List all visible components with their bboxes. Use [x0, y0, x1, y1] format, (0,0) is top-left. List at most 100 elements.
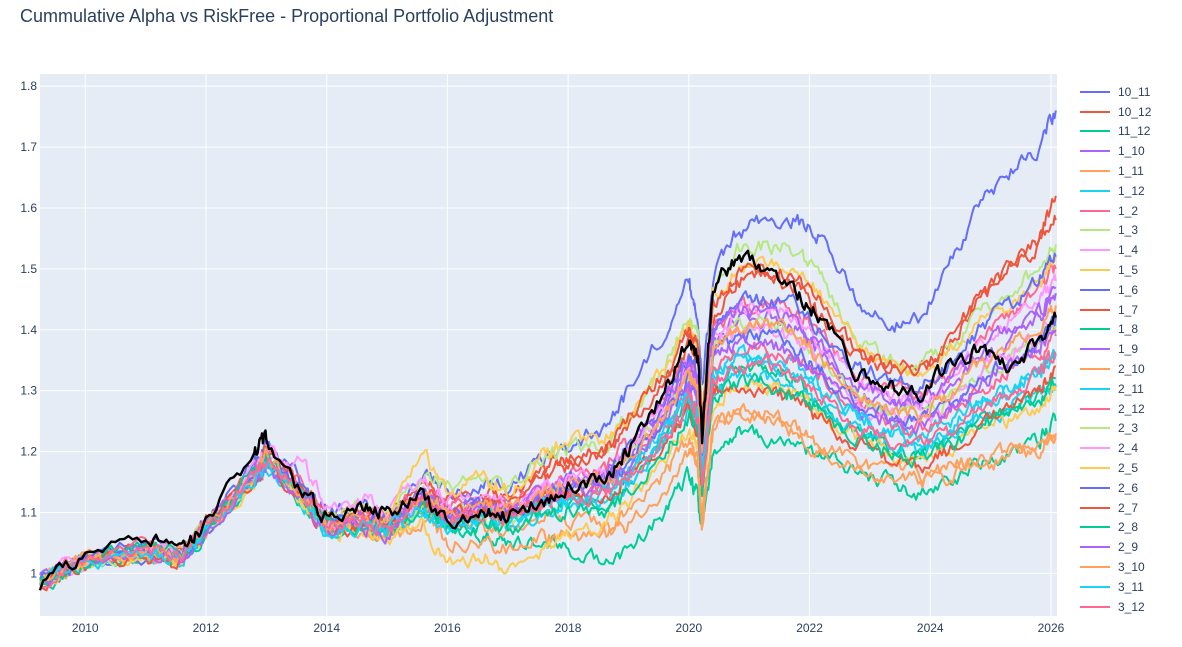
- legend-label: 1_11: [1118, 164, 1144, 179]
- legend-label: 2_5: [1118, 461, 1139, 476]
- legend-item-2_12[interactable]: 2_12: [1080, 399, 1180, 419]
- legend-item-1_6[interactable]: 1_6: [1080, 280, 1180, 300]
- legend-label: 1_3: [1118, 223, 1139, 238]
- legend-label: 2_6: [1118, 480, 1139, 495]
- legend-item-1_5[interactable]: 1_5: [1080, 260, 1180, 280]
- legend-label: 2_8: [1118, 520, 1139, 535]
- legend-swatch: [1080, 288, 1110, 291]
- x-tick-label: 2020: [675, 621, 702, 635]
- y-axis-ticks: 1 1.1 1.2 1.3 1.4 1.5 1.6 1.7 1.8: [20, 79, 37, 580]
- x-tick-label: 2018: [555, 621, 582, 635]
- y-tick-label: 1.7: [20, 140, 37, 154]
- legend-swatch: [1080, 249, 1110, 252]
- y-tick-label: 1: [30, 566, 37, 580]
- legend-swatch: [1080, 526, 1110, 529]
- legend-item-3_12[interactable]: 3_12: [1080, 597, 1180, 617]
- legend-label: 1_4: [1118, 243, 1139, 258]
- legend-item-2_7[interactable]: 2_7: [1080, 498, 1180, 518]
- y-tick-label: 1.1: [20, 505, 37, 519]
- y-tick-label: 1.2: [20, 445, 37, 459]
- legend-item-2_3[interactable]: 2_3: [1080, 419, 1180, 439]
- y-tick-label: 1.4: [20, 323, 37, 337]
- legend-swatch: [1080, 368, 1110, 371]
- legend-label: 2_11: [1118, 381, 1144, 396]
- legend-label: 1_7: [1118, 302, 1139, 317]
- legend-swatch: [1080, 407, 1110, 410]
- x-tick-label: 2014: [313, 621, 340, 635]
- legend-item-1_12[interactable]: 1_12: [1080, 181, 1180, 201]
- legend-swatch: [1080, 585, 1110, 588]
- x-tick-label: 2022: [796, 621, 823, 635]
- legend-label: 2_12: [1118, 401, 1145, 416]
- legend-label: 10_11: [1118, 84, 1151, 99]
- legend-label: 1_8: [1118, 322, 1139, 337]
- x-tick-label: 2024: [917, 621, 944, 635]
- legend-item-3_10[interactable]: 3_10: [1080, 557, 1180, 577]
- y-tick-label: 1.6: [20, 201, 37, 215]
- x-tick-label: 2016: [434, 621, 461, 635]
- legend-item-3_11[interactable]: 3_11: [1080, 577, 1180, 597]
- legend-swatch: [1080, 110, 1110, 113]
- x-axis-ticks: 2010 2012 2014 2016 2018 2020 2022 2024 2026: [72, 621, 1065, 635]
- legend-item-2_5[interactable]: 2_5: [1080, 458, 1180, 478]
- legend-item-1_3[interactable]: 1_3: [1080, 221, 1180, 241]
- series-line-1_7: [39, 214, 1057, 585]
- legend-label: 1_6: [1118, 282, 1139, 297]
- legend-label: 2_9: [1118, 540, 1139, 555]
- chart-title: Cummulative Alpha vs RiskFree - Proporti…: [20, 6, 554, 26]
- legend-label: 1_2: [1118, 203, 1139, 218]
- legend-item-2_4[interactable]: 2_4: [1080, 438, 1180, 458]
- legend-item-1_4[interactable]: 1_4: [1080, 240, 1180, 260]
- legend-swatch: [1080, 427, 1110, 430]
- legend-label: 1_9: [1118, 342, 1139, 357]
- y-tick-label: 1.8: [20, 79, 37, 93]
- legend-item-11_12[interactable]: 11_12: [1080, 122, 1180, 142]
- legend-swatch: [1080, 387, 1110, 390]
- legend-item-2_6[interactable]: 2_6: [1080, 478, 1180, 498]
- legend-item-1_2[interactable]: 1_2: [1080, 201, 1180, 221]
- legend-swatch: [1080, 328, 1110, 331]
- legend-item-2_10[interactable]: 2_10: [1080, 359, 1180, 379]
- legend-swatch: [1080, 189, 1110, 192]
- legend-swatch: [1080, 467, 1110, 470]
- legend-swatch: [1080, 130, 1110, 133]
- legend-label: 2_3: [1118, 421, 1139, 436]
- legend-label: 2_7: [1118, 500, 1139, 515]
- series-line-black: [38, 249, 1057, 591]
- legend-swatch: [1080, 566, 1110, 569]
- legend-swatch: [1080, 348, 1110, 351]
- legend-item-10_11[interactable]: 10_11: [1080, 82, 1180, 102]
- legend-swatch: [1080, 150, 1110, 153]
- legend-swatch: [1080, 90, 1110, 93]
- legend-item-1_8[interactable]: 1_8: [1080, 320, 1180, 340]
- legend-swatch: [1080, 605, 1110, 608]
- x-tick-label: 2010: [72, 621, 99, 635]
- legend-item-10_12[interactable]: 10_12: [1080, 102, 1180, 122]
- legend-label: 11_12: [1118, 124, 1151, 139]
- legend-item-2_8[interactable]: 2_8: [1080, 518, 1180, 538]
- legend-swatch: [1080, 269, 1110, 272]
- y-tick-label: 1.5: [20, 262, 37, 276]
- legend-swatch: [1080, 546, 1110, 549]
- legend-label: 2_4: [1118, 441, 1139, 456]
- legend-item-1_9[interactable]: 1_9: [1080, 339, 1180, 359]
- legend-label: 3_10: [1118, 560, 1145, 575]
- series-lines: [38, 110, 1057, 592]
- legend-item-1_10[interactable]: 1_10: [1080, 141, 1180, 161]
- legend-swatch: [1080, 308, 1110, 311]
- legend-label: 1_10: [1118, 144, 1145, 159]
- y-tick-label: 1.3: [20, 384, 37, 398]
- legend-item-2_11[interactable]: 2_11: [1080, 379, 1180, 399]
- legend-label: 2_10: [1118, 362, 1145, 377]
- legend-item-2_9[interactable]: 2_9: [1080, 537, 1180, 557]
- legend-item-1_11[interactable]: 1_11: [1080, 161, 1180, 181]
- legend: 10_11 10_12 11_12 1_10 1_11 1_12 1_2 1_3 1_4 1_5 1…: [1080, 82, 1180, 617]
- legend-item-1_7[interactable]: 1_7: [1080, 300, 1180, 320]
- legend-swatch: [1080, 170, 1110, 173]
- series-line-3_12: [39, 350, 1057, 589]
- legend-label: 1_12: [1118, 183, 1145, 198]
- legend-swatch: [1080, 229, 1110, 232]
- legend-label: 1_5: [1118, 263, 1139, 278]
- legend-swatch: [1080, 447, 1110, 450]
